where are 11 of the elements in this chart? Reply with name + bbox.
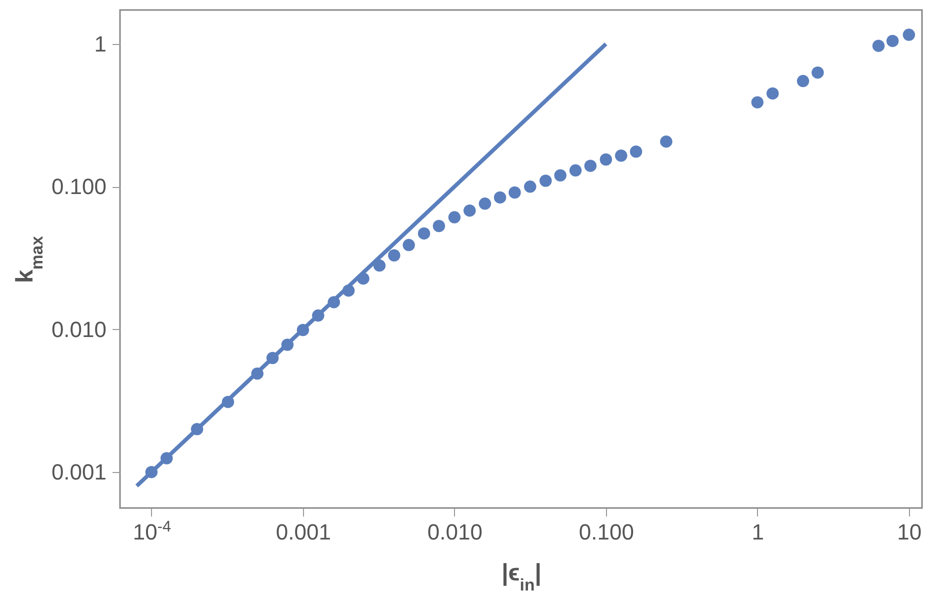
y-tick-label: 0.010 bbox=[51, 316, 106, 342]
x-tick-label: 10 bbox=[897, 520, 922, 544]
x-axis-title: |ϵ$_{in}$| bbox=[502, 560, 542, 594]
y-tick-label: 1 bbox=[94, 31, 106, 56]
x-tick-label: 10$^{-4}$ bbox=[132, 518, 172, 544]
x-tick-label: 0.010 bbox=[427, 520, 482, 544]
x-tick-label: 0.100 bbox=[578, 520, 634, 544]
y-tick-label: 0.100 bbox=[51, 174, 106, 200]
x-tick-label: 1 bbox=[752, 520, 764, 544]
x-tick-label: 0.001 bbox=[276, 520, 331, 544]
y-tick-label: 0.001 bbox=[51, 460, 106, 485]
